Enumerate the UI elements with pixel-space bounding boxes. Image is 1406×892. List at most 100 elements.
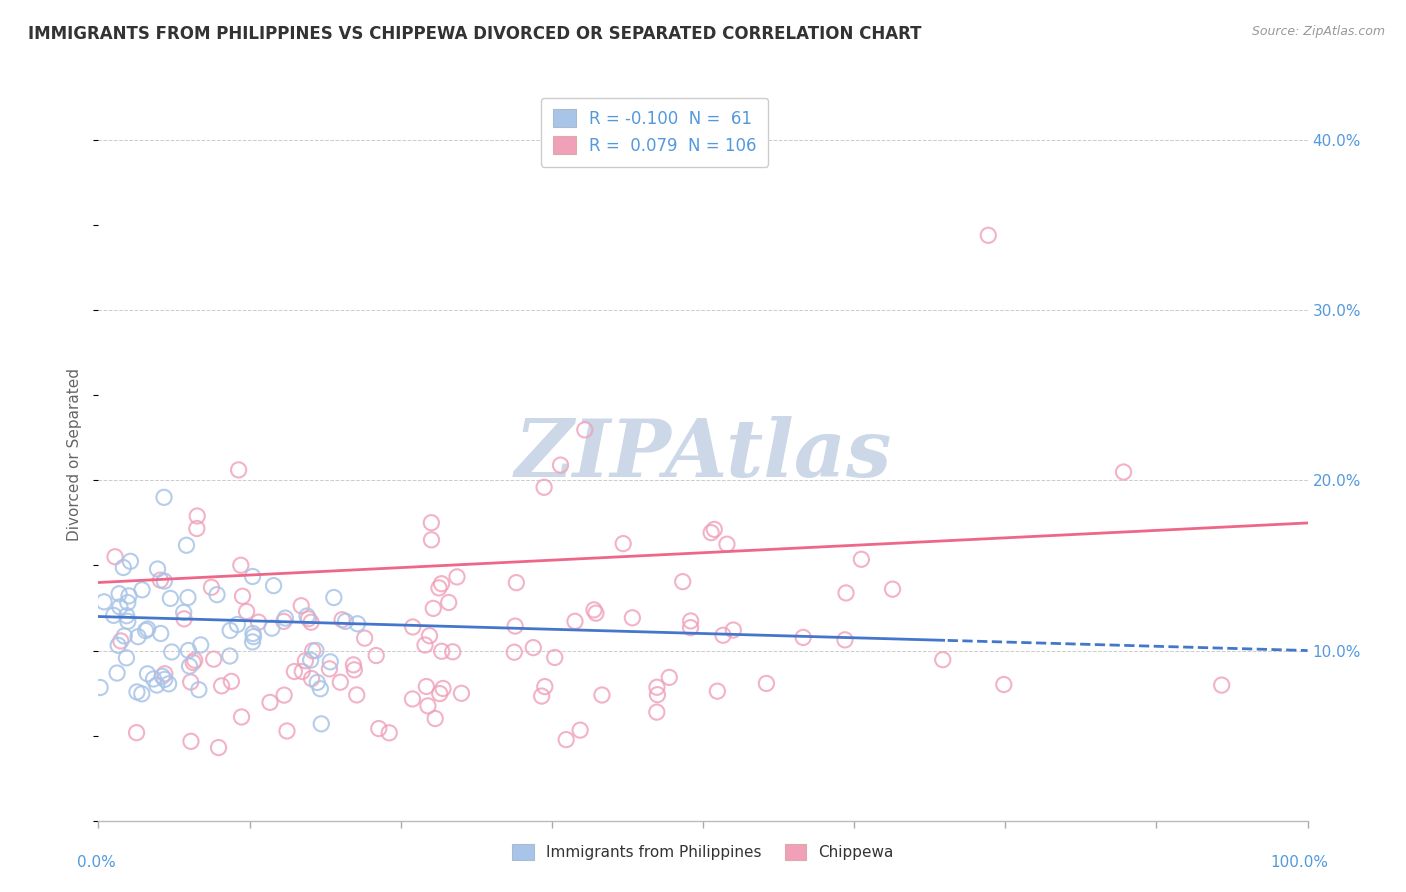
Point — [574, 423, 596, 437]
Point — [621, 611, 644, 625]
Point — [346, 688, 368, 702]
Point — [679, 614, 702, 628]
Point — [706, 684, 728, 698]
Point — [416, 698, 439, 713]
Point — [330, 613, 353, 627]
Point — [274, 611, 297, 625]
Point — [569, 723, 592, 738]
Point — [755, 676, 778, 690]
Point — [446, 570, 468, 584]
Y-axis label: Divorced or Separated: Divorced or Separated — [67, 368, 83, 541]
Point — [108, 587, 131, 601]
Point — [503, 645, 526, 659]
Point — [160, 645, 183, 659]
Point — [343, 663, 366, 677]
Point — [173, 606, 195, 620]
Point — [136, 622, 159, 636]
Point — [402, 620, 425, 634]
Point — [346, 616, 368, 631]
Text: 0.0%: 0.0% — [77, 855, 117, 870]
Point — [932, 653, 955, 667]
Point — [993, 677, 1015, 691]
Point — [585, 606, 607, 620]
Point — [125, 725, 148, 739]
Point — [200, 580, 222, 594]
Point — [153, 574, 176, 588]
Point — [273, 688, 295, 702]
Point — [533, 680, 555, 694]
Legend: Immigrants from Philippines, Chippewa: Immigrants from Philippines, Chippewa — [505, 836, 901, 868]
Point — [834, 632, 856, 647]
Point — [142, 672, 165, 686]
Point — [291, 665, 314, 679]
Point — [115, 608, 138, 623]
Point — [107, 638, 129, 652]
Point — [115, 650, 138, 665]
Point — [309, 716, 332, 731]
Point — [430, 644, 453, 658]
Point — [645, 680, 668, 694]
Point — [335, 615, 357, 629]
Point — [533, 480, 555, 494]
Point — [319, 655, 342, 669]
Point — [555, 732, 578, 747]
Text: 100.0%: 100.0% — [1271, 855, 1329, 870]
Point — [190, 638, 212, 652]
Point — [108, 599, 131, 614]
Point — [851, 552, 873, 566]
Point — [131, 687, 153, 701]
Point — [110, 634, 132, 648]
Point — [127, 630, 149, 644]
Point — [180, 734, 202, 748]
Point — [186, 522, 208, 536]
Point — [226, 617, 249, 632]
Point — [150, 669, 173, 683]
Point — [329, 675, 352, 690]
Point — [231, 589, 253, 603]
Point — [503, 619, 526, 633]
Point — [242, 569, 264, 583]
Point — [157, 677, 180, 691]
Point — [297, 612, 319, 626]
Point — [1211, 678, 1233, 692]
Point — [104, 549, 127, 564]
Point — [591, 688, 613, 702]
Point — [318, 662, 340, 676]
Point — [427, 581, 450, 595]
Point — [835, 586, 858, 600]
Point — [322, 591, 344, 605]
Point — [1112, 465, 1135, 479]
Point — [679, 621, 702, 635]
Point — [441, 645, 464, 659]
Point — [180, 675, 202, 690]
Point — [120, 554, 142, 568]
Point — [125, 685, 148, 699]
Point — [242, 630, 264, 644]
Point — [179, 659, 201, 673]
Point — [247, 615, 270, 629]
Point — [149, 626, 172, 640]
Point — [242, 626, 264, 640]
Point — [177, 643, 200, 657]
Point — [413, 638, 436, 652]
Point — [450, 686, 472, 700]
Point — [647, 688, 669, 702]
Point — [89, 681, 111, 695]
Point — [259, 695, 281, 709]
Point — [228, 463, 250, 477]
Point — [418, 629, 440, 643]
Point — [207, 740, 229, 755]
Point — [187, 682, 209, 697]
Point — [299, 615, 322, 630]
Point — [505, 575, 527, 590]
Point — [299, 653, 322, 667]
Point — [105, 666, 128, 681]
Point — [117, 615, 139, 629]
Point — [882, 582, 904, 597]
Point — [219, 624, 242, 638]
Point — [186, 508, 208, 523]
Point — [173, 612, 195, 626]
Point — [146, 562, 169, 576]
Point — [415, 680, 437, 694]
Point — [153, 673, 176, 687]
